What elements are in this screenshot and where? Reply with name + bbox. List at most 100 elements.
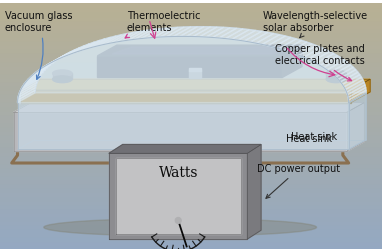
Bar <box>0 224 382 228</box>
Bar <box>0 89 382 93</box>
Bar <box>0 208 382 212</box>
Polygon shape <box>256 34 279 44</box>
Bar <box>0 232 382 236</box>
Polygon shape <box>112 47 292 54</box>
Polygon shape <box>22 75 42 87</box>
Polygon shape <box>316 53 338 66</box>
Polygon shape <box>50 51 71 63</box>
Polygon shape <box>189 70 201 78</box>
Bar <box>0 110 382 114</box>
Polygon shape <box>340 72 360 84</box>
Polygon shape <box>327 60 348 72</box>
Polygon shape <box>336 67 356 79</box>
Polygon shape <box>46 53 67 66</box>
Bar <box>0 7 382 11</box>
Polygon shape <box>262 35 285 46</box>
Polygon shape <box>58 47 80 59</box>
Polygon shape <box>348 88 366 100</box>
Bar <box>0 77 382 81</box>
Polygon shape <box>93 36 116 47</box>
Ellipse shape <box>326 76 346 83</box>
Polygon shape <box>67 44 89 55</box>
Text: Wavelength-selective
solar absorber: Wavelength-selective solar absorber <box>263 11 368 38</box>
Bar <box>0 150 382 155</box>
Polygon shape <box>31 65 51 77</box>
Polygon shape <box>348 93 366 149</box>
Polygon shape <box>109 144 261 153</box>
Bar <box>0 85 382 89</box>
Polygon shape <box>206 27 230 38</box>
Polygon shape <box>350 79 370 103</box>
Polygon shape <box>26 70 45 82</box>
Polygon shape <box>187 27 211 37</box>
Polygon shape <box>304 47 326 59</box>
Polygon shape <box>232 29 256 40</box>
Polygon shape <box>97 56 283 77</box>
Polygon shape <box>22 79 370 90</box>
Polygon shape <box>43 56 64 68</box>
Bar <box>0 183 382 187</box>
Bar <box>0 20 382 24</box>
Polygon shape <box>18 36 348 103</box>
Polygon shape <box>18 90 35 103</box>
Polygon shape <box>200 27 223 37</box>
Bar <box>0 228 382 232</box>
Bar <box>0 106 382 110</box>
Bar <box>0 200 382 204</box>
Text: Copper plates and
electrical contacts: Copper plates and electrical contacts <box>275 44 365 81</box>
Circle shape <box>175 217 181 223</box>
Polygon shape <box>312 51 334 63</box>
Polygon shape <box>160 27 184 37</box>
Bar <box>0 81 382 85</box>
Polygon shape <box>28 67 48 79</box>
Bar <box>0 159 382 163</box>
Bar <box>0 69 382 73</box>
Bar <box>0 163 382 167</box>
Polygon shape <box>24 72 44 84</box>
Bar <box>0 56 382 60</box>
Polygon shape <box>283 45 302 77</box>
Ellipse shape <box>53 76 72 83</box>
Polygon shape <box>154 27 178 38</box>
Polygon shape <box>324 58 345 70</box>
Bar <box>0 167 382 171</box>
Polygon shape <box>347 85 366 97</box>
Bar <box>0 192 382 196</box>
Polygon shape <box>110 32 134 43</box>
Bar <box>0 52 382 56</box>
Polygon shape <box>273 37 296 49</box>
Polygon shape <box>36 60 57 72</box>
Polygon shape <box>35 27 366 93</box>
Bar <box>0 3 382 7</box>
Polygon shape <box>39 58 60 70</box>
Polygon shape <box>342 75 361 87</box>
Bar <box>0 102 382 106</box>
Bar <box>0 97 382 102</box>
Polygon shape <box>347 103 364 151</box>
Text: DC power output: DC power output <box>257 164 340 198</box>
Polygon shape <box>338 70 358 82</box>
Polygon shape <box>54 49 76 61</box>
Polygon shape <box>326 73 346 79</box>
Bar <box>0 179 382 183</box>
Polygon shape <box>173 27 197 37</box>
Polygon shape <box>284 40 307 52</box>
Polygon shape <box>308 49 330 61</box>
Polygon shape <box>294 44 317 55</box>
Polygon shape <box>22 90 350 103</box>
Ellipse shape <box>53 70 72 77</box>
Bar <box>0 204 382 208</box>
Bar <box>0 142 382 146</box>
Polygon shape <box>87 37 111 49</box>
Bar <box>0 60 382 65</box>
Polygon shape <box>320 56 341 68</box>
Polygon shape <box>279 39 302 50</box>
Polygon shape <box>247 144 261 239</box>
Polygon shape <box>134 29 158 39</box>
Bar <box>0 40 382 44</box>
Ellipse shape <box>44 218 316 236</box>
Polygon shape <box>250 32 274 43</box>
Bar <box>0 212 382 216</box>
Polygon shape <box>63 46 85 57</box>
Bar <box>0 32 382 36</box>
